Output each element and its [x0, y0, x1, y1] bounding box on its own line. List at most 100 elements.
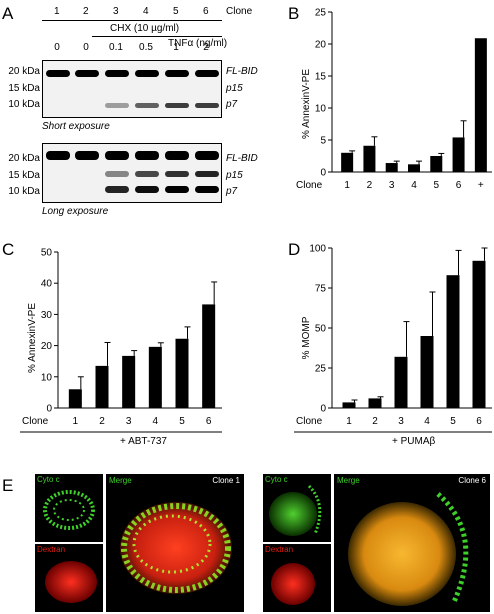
- bar: [385, 163, 398, 172]
- x-tick-label: 4: [153, 416, 159, 427]
- clone6-dextran-label: Dextran: [265, 545, 294, 554]
- x-tick-label: 1: [344, 180, 350, 191]
- panel-a-letter: A: [2, 4, 14, 23]
- clone1-clone-label: Clone 1: [212, 476, 240, 485]
- y-tick-label: 25: [315, 8, 327, 19]
- bar: [95, 365, 109, 408]
- panel-e-letter: E: [2, 476, 14, 495]
- clone1-cytoc-image: Cyto c: [35, 474, 103, 542]
- blot-band: [135, 151, 159, 160]
- clone-number: 1: [54, 6, 60, 17]
- y-tick-label: 25: [315, 364, 327, 375]
- bar: [394, 356, 408, 408]
- marker-label: 10 kDa: [8, 99, 40, 110]
- blot-band: [105, 103, 129, 108]
- x-tick-label: 5: [450, 416, 456, 427]
- x-prefix-label: Clone: [296, 416, 323, 427]
- clone1-merge-image: Merge Clone 1: [106, 474, 244, 612]
- clone1-dextran-image: Dextran: [35, 544, 103, 612]
- blot-band: [195, 186, 219, 193]
- band-label: FL-BID: [226, 153, 258, 164]
- tnf-label: TNFα (ng/ml): [168, 38, 228, 49]
- blot-band: [46, 151, 70, 160]
- x-tick-label: 6: [456, 180, 462, 191]
- blot-band: [46, 70, 70, 77]
- blot-band: [105, 151, 129, 160]
- marker-label: 20 kDa: [8, 66, 40, 77]
- band-label: FL-BID: [226, 66, 258, 77]
- band-label: p7: [226, 99, 238, 110]
- y-tick-label: 20: [315, 40, 327, 51]
- clone-header: Clone: [226, 6, 253, 17]
- tnf-value: 1: [173, 42, 179, 53]
- tnf-value: 0.5: [139, 42, 153, 53]
- blot-band: [195, 151, 219, 160]
- panel-c-letter: C: [2, 240, 15, 259]
- x-tick-label: 2: [372, 416, 378, 427]
- x-prefix-label: Clone: [296, 180, 323, 191]
- clone1-merge-text: Merge: [109, 476, 132, 485]
- clone1-dextran-label: Dextran: [37, 545, 66, 554]
- blot-band: [195, 103, 219, 108]
- bar: [122, 355, 136, 408]
- blot-band: [135, 171, 159, 177]
- clone-number: 4: [143, 6, 149, 17]
- blot-band: [135, 70, 159, 77]
- x-tick-label: 5: [434, 180, 440, 191]
- y-tick-label: 10: [315, 104, 327, 115]
- clone6-cytoc-label: Cyto c: [265, 475, 288, 484]
- blot-band: [165, 186, 189, 193]
- clone6-cytoc-image: Cyto c: [263, 474, 331, 542]
- y-tick-label: 40: [41, 279, 53, 290]
- blot-band: [75, 70, 99, 77]
- chx-label: CHX (10 µg/ml): [110, 23, 180, 34]
- clone6-merge-text: Merge: [337, 476, 360, 485]
- long-exposure-caption: Long exposure: [42, 206, 109, 217]
- x-tick-label: +: [478, 180, 484, 191]
- x-tick-label: 4: [411, 180, 417, 191]
- clone6-merge-image: Merge Clone 6: [334, 474, 490, 612]
- blot-band: [135, 103, 159, 108]
- band-label: p7: [226, 186, 238, 197]
- bar: [363, 145, 376, 172]
- x-tick-label: 2: [367, 180, 373, 191]
- blot-band: [165, 70, 189, 77]
- x-tick-label: 5: [179, 416, 185, 427]
- short-exposure-blot: [42, 60, 222, 118]
- x-tick-label: 3: [126, 416, 132, 427]
- blot-band: [165, 103, 189, 108]
- bar: [202, 304, 216, 408]
- clone1-merge-label: Merge: [109, 476, 132, 485]
- y-tick-label: 15: [315, 72, 327, 83]
- x-tick-label: 2: [99, 416, 105, 427]
- bar: [68, 389, 82, 408]
- y-tick-label: 10: [41, 372, 53, 383]
- bar: [446, 275, 460, 408]
- tnf-value: 0.1: [109, 42, 123, 53]
- blot-band: [105, 171, 129, 177]
- clone6-dextran-image: Dextran: [263, 544, 331, 612]
- clone-number: 6: [203, 6, 209, 17]
- long-exposure-blot: [42, 143, 222, 203]
- short-exposure-caption: Short exposure: [42, 121, 110, 132]
- tnf-value: 2: [203, 42, 209, 53]
- clone-number: 5: [173, 6, 179, 17]
- y-tick-label: 30: [41, 310, 53, 321]
- blot-band: [105, 70, 129, 77]
- y-tick-label: 0: [46, 404, 52, 415]
- blot-band: [195, 171, 219, 177]
- x-prefix-label: Clone: [22, 416, 49, 427]
- chx-rule: [92, 36, 222, 37]
- band-label: p15: [226, 170, 243, 181]
- bar: [342, 402, 356, 408]
- clone6-clone-label: Clone 6: [458, 476, 486, 485]
- tnf-value: 0: [54, 42, 60, 53]
- bar: [452, 137, 465, 172]
- x-tick-label: 6: [476, 416, 482, 427]
- blot-band: [165, 171, 189, 177]
- bar: [472, 260, 486, 408]
- marker-label: 15 kDa: [8, 170, 40, 181]
